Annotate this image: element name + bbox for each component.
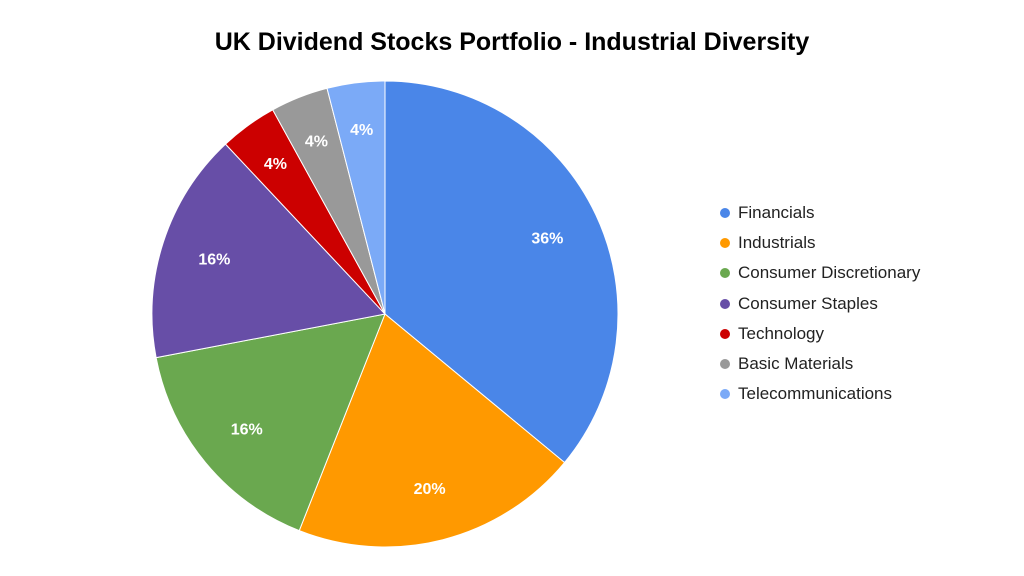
legend-item: Technology [720,319,920,349]
pie-slice-consumer-staples [151,143,386,359]
legend-label: Consumer Staples [738,293,878,313]
legend-dot-icon [720,359,730,370]
pie-slice-financials [384,80,619,464]
legend-dot-icon [720,208,730,219]
legend-dot-icon [720,238,730,249]
legend-label: Technology [738,323,825,343]
legend-dot-icon [720,389,730,400]
pie-slice-consumer-discretionary [155,313,386,532]
legend-item: Financials [720,198,920,228]
legend-label: Financials [738,203,815,223]
legend-item: Consumer Discretionary [720,258,920,288]
legend-item: Consumer Staples [720,289,920,319]
legend-dot-icon [720,268,730,279]
legend-item: Industrials [720,228,920,258]
pie-slice-telecommunications [326,80,386,315]
legend-label: Basic Materials [738,354,854,374]
legend-item: Telecommunications [720,379,920,409]
slice-data-label: 36% [531,231,563,248]
slice-data-label: 4% [264,156,287,173]
legend-label: Consumer Discretionary [738,263,921,283]
slice-data-label: 16% [198,252,230,269]
legend-label: Telecommunications [738,384,893,404]
chart-title: UK Dividend Stocks Portfolio - Industria… [214,28,810,56]
legend-item: Basic Materials [720,349,920,379]
slice-data-label: 16% [231,421,263,438]
pie-slice-industrials [298,313,566,548]
slice-data-label: 4% [350,122,373,139]
legend-dot-icon [720,298,730,309]
legend: Financials Industrials Consumer Discretion… [720,198,920,409]
slice-data-label: 20% [414,481,446,498]
slice-data-label: 4% [305,134,328,151]
legend-label: Industrials [738,233,816,253]
legend-dot-icon [720,328,730,339]
